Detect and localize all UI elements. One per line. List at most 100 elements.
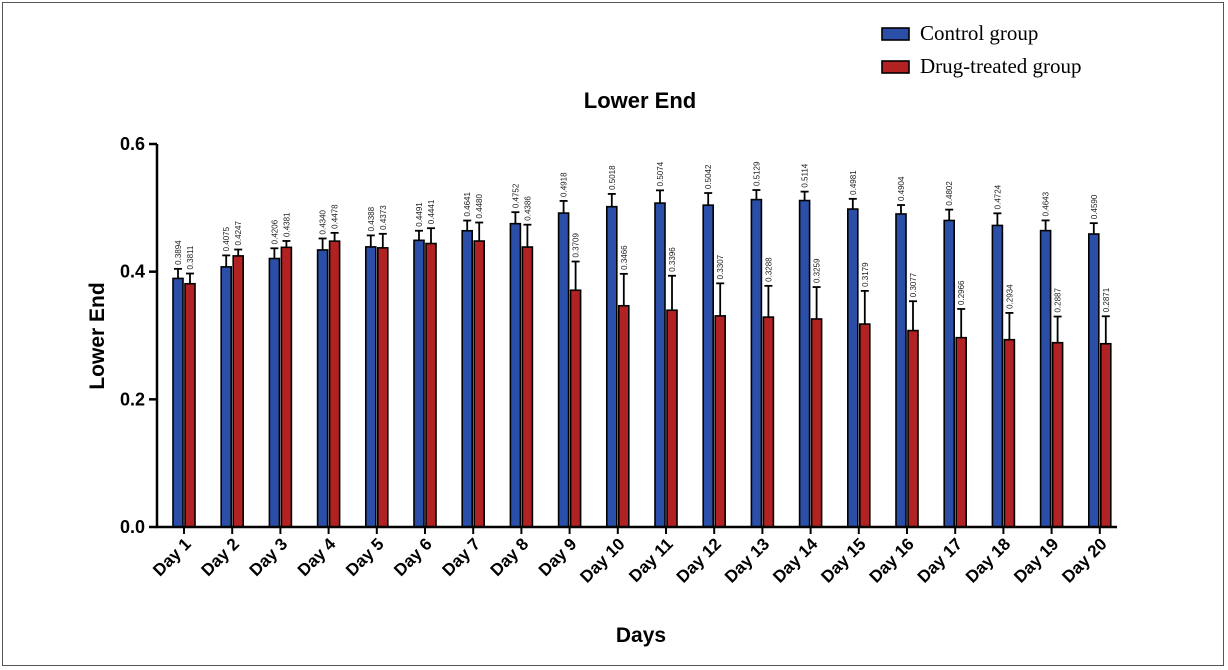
y-tick-label: 0.6 (120, 134, 145, 154)
bar-control (750, 198, 763, 528)
x-tick-label: Day 13 (721, 534, 773, 586)
bar-drug-treated (858, 323, 871, 528)
data-label: 0.5074 (656, 161, 665, 186)
data-label: 0.3709 (572, 232, 581, 257)
legend-swatch (881, 27, 910, 41)
y-tick-label: 0.0 (120, 517, 145, 537)
data-label: 0.4075 (222, 226, 231, 251)
data-label: 0.3288 (764, 257, 773, 282)
bar-control (316, 249, 329, 528)
bar-control (1088, 233, 1100, 528)
bar-drug-treated (1100, 342, 1112, 528)
data-label: 0.3894 (174, 240, 183, 265)
bar-drug-treated (280, 246, 293, 528)
x-tick-label: Day 15 (817, 534, 869, 586)
x-tick-label: Day 19 (1010, 534, 1062, 586)
data-label: 0.4373 (379, 205, 388, 230)
bar-drug-treated (569, 289, 582, 528)
bar-drug-treated (376, 247, 389, 528)
x-axis-label: Days (616, 624, 666, 647)
legend-swatch (881, 60, 910, 74)
bar-control (991, 224, 1004, 528)
data-label: 0.5018 (608, 165, 617, 190)
data-label: 0.4590 (1090, 194, 1099, 219)
bar-drug-treated (232, 255, 244, 528)
x-tick-label: Day 17 (914, 534, 966, 586)
x-tick-label: Day 2 (198, 534, 244, 580)
legend: Control group Drug-treated group (881, 21, 1082, 78)
bar-control (268, 257, 281, 528)
data-label: 0.3811 (186, 245, 195, 269)
y-axis-label: Lower End (86, 282, 109, 389)
bar-control (413, 239, 425, 528)
bar-control (364, 246, 377, 528)
data-label: 0.5114 (801, 163, 810, 187)
bar-drug-treated (617, 304, 630, 528)
data-label: 0.4480 (475, 193, 484, 218)
data-label: 0.4206 (270, 219, 279, 244)
data-label: 0.4724 (993, 184, 1002, 209)
bar-drug-treated (425, 242, 437, 528)
legend-label: Drug-treated group (920, 54, 1082, 78)
bar-control (895, 213, 907, 528)
data-labels: 0.3894 0.3811 0.4075 0.4247 0.4206 0.4381 0.43… (174, 161, 1111, 313)
bar-control (220, 266, 232, 528)
bar-control (509, 222, 522, 528)
data-label: 0.4386 (523, 196, 532, 221)
data-label: 0.4641 (463, 192, 472, 217)
bar-control (943, 219, 956, 528)
y-tick-label: 0.2 (120, 389, 145, 409)
x-tick-label: Day 18 (962, 534, 1014, 586)
data-label: 0.3077 (909, 272, 918, 297)
bar-drug-treated (762, 316, 775, 528)
bar-control (1039, 229, 1052, 528)
bar-drug-treated (328, 240, 341, 528)
data-label: 0.3466 (620, 245, 629, 270)
data-label: 0.4643 (1042, 191, 1051, 216)
bar-control (846, 208, 859, 528)
data-label: 0.4478 (331, 204, 340, 229)
data-label: 0.3396 (668, 247, 677, 272)
x-tick-label: Day 1 (149, 534, 195, 580)
data-label: 0.2934 (1005, 284, 1014, 309)
bar-control (172, 277, 184, 528)
bar-control (702, 204, 715, 528)
bars (172, 189, 1112, 528)
data-label: 0.4491 (415, 202, 424, 227)
bar-control (557, 212, 570, 528)
bar-drug-treated (810, 318, 823, 528)
x-tick-label: Day 12 (673, 534, 725, 586)
bar-drug-treated (955, 336, 968, 528)
data-label: 0.4802 (945, 181, 954, 206)
data-label: 0.4918 (560, 172, 569, 197)
data-label: 0.4388 (367, 206, 376, 231)
data-label: 0.4752 (511, 183, 520, 208)
x-tick-label: Day 20 (1058, 534, 1110, 586)
x-tick-label: Day 4 (294, 534, 340, 580)
data-label: 0.4441 (427, 199, 436, 224)
data-label: 0.2887 (1054, 288, 1063, 313)
x-tick-label: Day 9 (535, 534, 581, 580)
data-label: 0.3307 (716, 254, 725, 279)
x-tick-label: Day 16 (866, 534, 918, 586)
data-label: 0.4981 (849, 170, 858, 195)
bar-drug-treated (521, 246, 534, 528)
chart-title: Lower End (584, 88, 696, 113)
data-label: 0.2966 (957, 280, 966, 305)
x-tick-label: Day 6 (390, 534, 436, 580)
x-tick-label: Day 7 (439, 534, 485, 580)
bar-drug-treated (184, 282, 196, 528)
data-label: 0.3179 (861, 262, 870, 287)
bar-drug-treated (1051, 341, 1064, 528)
y-tick-label: 0.4 (120, 262, 145, 282)
x-tick-label: Day 5 (342, 534, 388, 580)
data-label: 0.4904 (897, 176, 906, 201)
data-label: 0.5042 (704, 164, 713, 189)
bar-drug-treated (907, 329, 919, 528)
data-label: 0.2871 (1102, 287, 1111, 312)
data-label: 0.4340 (319, 209, 328, 234)
bar-drug-treated (666, 309, 678, 528)
bar-control (461, 229, 474, 528)
bar-drug-treated (714, 315, 727, 528)
